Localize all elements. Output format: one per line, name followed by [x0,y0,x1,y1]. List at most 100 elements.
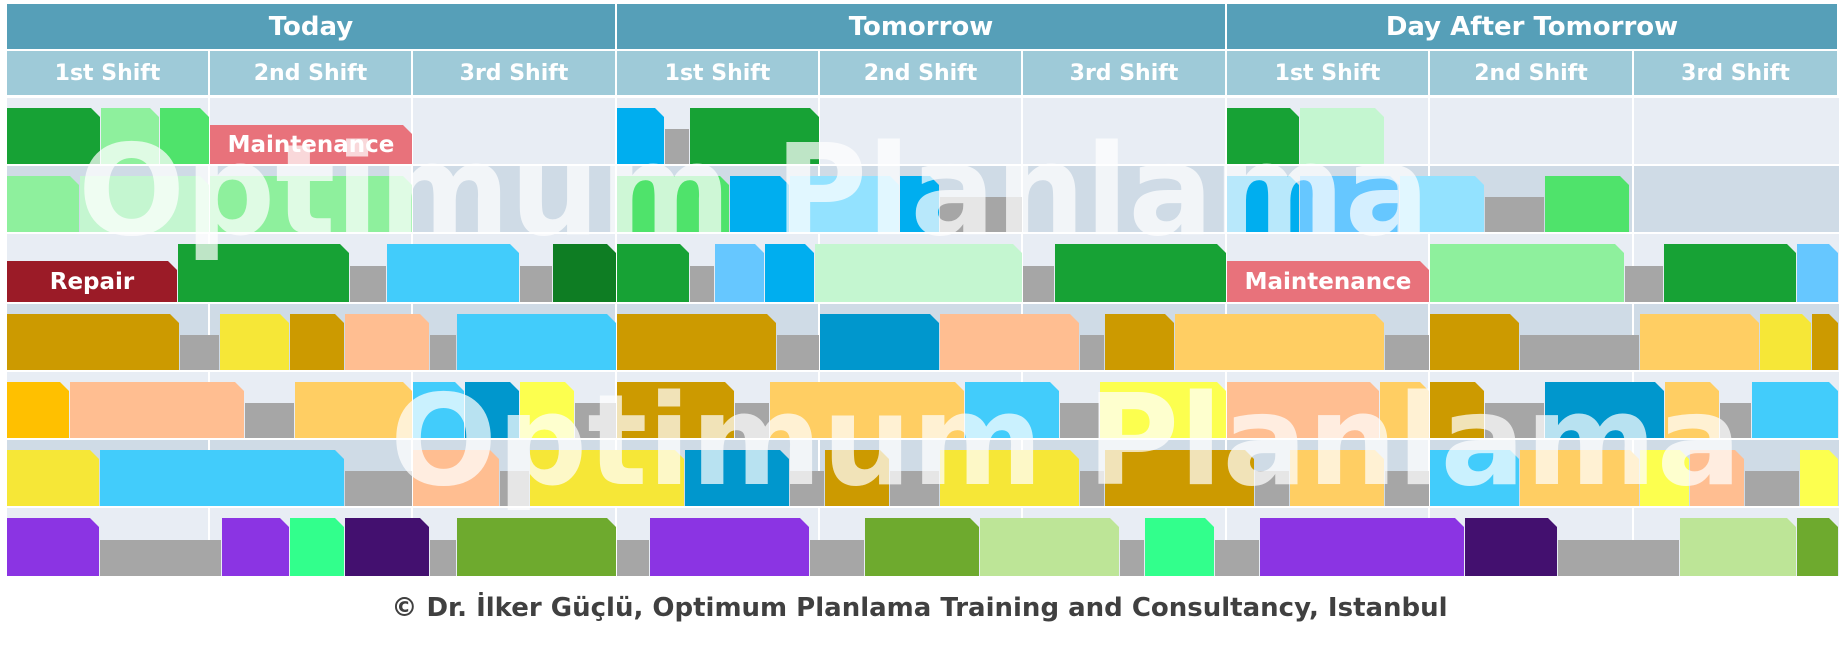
idle-block [1255,471,1289,506]
maintenance-block: Maintenance [210,125,412,164]
idle-block [100,540,221,576]
job-block [80,176,209,232]
idle-block [1023,266,1054,302]
job-block [7,314,179,370]
shift-header: 2nd Shift [1430,51,1632,95]
job-block [900,176,939,232]
idle-block [430,335,456,370]
job-block [290,518,344,576]
job-block [70,382,244,438]
job-block [685,450,789,506]
idle-block [890,471,939,506]
job-block [413,450,499,506]
job-block [530,450,684,506]
shift-header: 3rd Shift [1634,51,1837,95]
job-block [7,108,100,164]
idle-block [430,540,456,576]
idle-block [940,197,1022,232]
job-block [100,450,344,506]
job-block [1545,382,1664,438]
shift-header: 2nd Shift [820,51,1021,95]
shift-header: 1st Shift [1227,51,1428,95]
job-block [865,518,979,576]
job-block [1465,518,1557,576]
job-block [650,518,809,576]
shift-header: 1st Shift [7,51,208,95]
job-block [1665,382,1719,438]
idle-block [1120,540,1144,576]
idle-block [350,266,386,302]
job-block [1100,382,1226,438]
idle-block [665,129,689,164]
job-block [1260,518,1464,576]
job-block [1520,450,1639,506]
job-block [457,314,616,370]
job-block [1145,518,1214,576]
idle-block [690,266,714,302]
shift-separator [615,98,617,578]
job-block [1800,450,1838,506]
job-block [520,382,574,438]
idle-block [520,266,552,302]
idle-block [790,471,824,506]
idle-block [777,335,819,370]
idle-block [1215,540,1259,576]
job-block [220,314,289,370]
job-block [553,244,616,302]
repair-block: Repair [7,261,177,302]
day-header: Tomorrow [617,4,1225,49]
idle-block [1520,335,1639,370]
idle-block [345,471,412,506]
job-block [617,176,729,232]
job-block [1430,314,1519,370]
job-block [1812,314,1838,370]
job-block [1300,108,1384,164]
idle-block [1485,403,1544,438]
job-block [345,518,429,576]
job-block [1760,314,1811,370]
job-block [387,244,519,302]
idle-block [1060,403,1099,438]
idle-block [617,540,649,576]
job-block [790,176,899,232]
idle-block [1385,471,1429,506]
job-block [1175,314,1384,370]
shift-header: 2nd Shift [210,51,411,95]
job-block [1430,382,1484,438]
job-block [178,244,349,302]
job-block [7,382,69,438]
job-block [815,244,1022,302]
job-block [617,244,689,302]
job-block [1380,382,1429,438]
job-block [1430,244,1624,302]
job-block [1545,176,1629,232]
job-block [101,108,159,164]
job-block [820,314,939,370]
idle-block [1625,266,1663,302]
job-block [160,108,209,164]
job-block [457,518,616,576]
job-block [1300,176,1399,232]
job-block [1797,518,1838,576]
job-block [770,382,964,438]
idle-block [1080,335,1104,370]
job-block [1055,244,1226,302]
job-block [980,518,1119,576]
job-block [1430,450,1519,506]
shift-separator [1428,98,1430,578]
job-block [690,108,819,164]
job-block [765,244,814,302]
job-block [210,176,412,232]
job-block [1227,382,1379,438]
job-block [730,176,789,232]
copyright-footer: © Dr. İlker Güçlü, Optimum Planlama Trai… [391,593,1448,623]
job-block [7,450,99,506]
idle-block [735,403,769,438]
job-block [1664,244,1796,302]
job-block [345,314,429,370]
idle-block [1080,471,1104,506]
idle-block [575,403,616,438]
shift-header: 3rd Shift [1023,51,1225,95]
job-block [7,518,99,576]
job-block [413,382,464,438]
